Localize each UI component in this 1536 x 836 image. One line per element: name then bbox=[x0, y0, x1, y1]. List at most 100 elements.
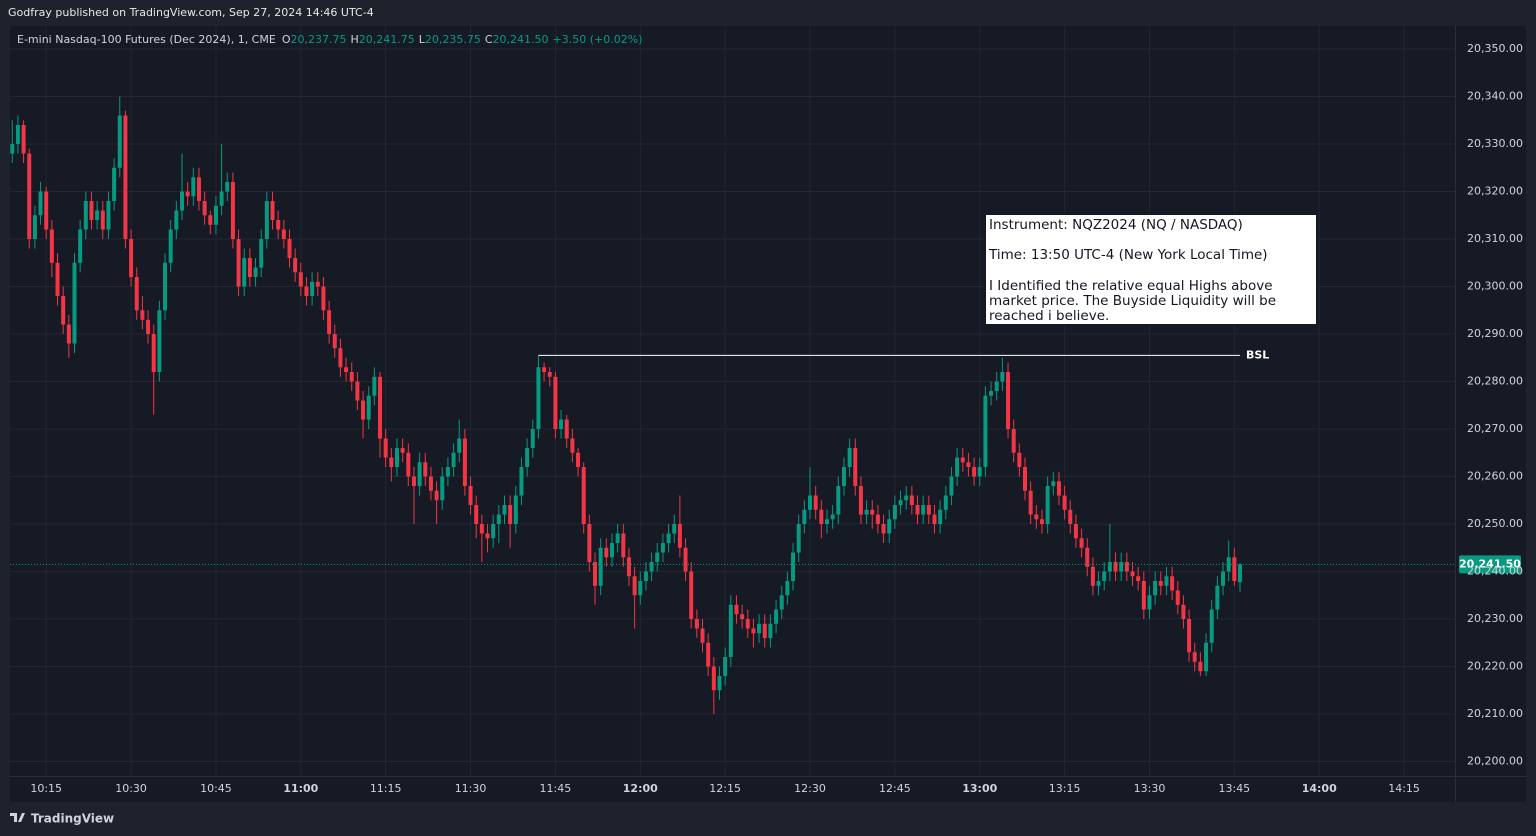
candle-body bbox=[932, 514, 937, 525]
candle-body bbox=[264, 201, 269, 240]
x-tick-label: 10:45 bbox=[200, 782, 232, 795]
candle-body bbox=[717, 676, 722, 691]
candle-body bbox=[140, 310, 145, 320]
candle-body bbox=[310, 281, 315, 297]
candle-body bbox=[185, 191, 190, 197]
candle-body bbox=[502, 505, 507, 515]
candle-body bbox=[757, 623, 762, 634]
candle-body bbox=[740, 614, 745, 620]
candle-body bbox=[89, 201, 94, 221]
candle-body bbox=[112, 167, 117, 202]
candle-body bbox=[95, 210, 100, 221]
candle-body bbox=[1006, 372, 1011, 430]
candle-body bbox=[321, 286, 326, 311]
candle-body bbox=[921, 505, 926, 515]
candle-body bbox=[247, 258, 252, 278]
candle-body bbox=[1238, 564, 1243, 583]
candle-body bbox=[525, 448, 530, 468]
candle-body bbox=[428, 476, 433, 491]
candle-body bbox=[276, 220, 281, 230]
candle-body bbox=[819, 509, 824, 525]
candle-body bbox=[1164, 576, 1169, 586]
candle-body bbox=[394, 448, 399, 468]
candle-body bbox=[168, 229, 173, 263]
candle-body bbox=[660, 543, 665, 553]
candle-body bbox=[762, 623, 767, 639]
y-tick-label: 20,280.00 bbox=[1467, 375, 1523, 388]
candle-body bbox=[423, 462, 428, 477]
x-tick-label: 11:00 bbox=[283, 782, 318, 795]
logo-icon bbox=[10, 813, 25, 822]
candle-body bbox=[870, 509, 875, 515]
candle-body bbox=[32, 215, 37, 240]
candle-body bbox=[1073, 524, 1078, 539]
candle-body bbox=[15, 125, 20, 145]
candle-body bbox=[287, 239, 292, 259]
candle-body bbox=[672, 524, 677, 534]
candle-body bbox=[440, 476, 445, 501]
candle-body bbox=[208, 215, 213, 225]
candle-body bbox=[49, 229, 54, 263]
candle-body bbox=[44, 191, 49, 230]
candle-body bbox=[683, 547, 688, 572]
candle-body bbox=[1175, 590, 1180, 605]
candle-body bbox=[202, 201, 207, 216]
candle-body bbox=[1034, 514, 1039, 520]
candle-body bbox=[892, 505, 897, 520]
candle-body bbox=[547, 372, 552, 377]
candle-body bbox=[327, 310, 332, 335]
y-tick-label: 20,320.00 bbox=[1467, 185, 1523, 198]
ohlc-value: 20,235.75 bbox=[425, 33, 481, 46]
candle-body bbox=[1119, 562, 1124, 572]
candle-body bbox=[706, 642, 711, 667]
candle-body bbox=[626, 557, 631, 577]
candle-body bbox=[242, 258, 247, 287]
x-tick-label: 12:00 bbox=[623, 782, 658, 795]
candle-body bbox=[491, 524, 496, 539]
candle-body bbox=[27, 153, 32, 240]
candle-body bbox=[451, 452, 456, 468]
candle-body bbox=[349, 372, 354, 382]
x-tick-label: 11:15 bbox=[370, 782, 402, 795]
candle-body bbox=[711, 666, 716, 691]
candle-body bbox=[536, 367, 541, 430]
candle-body bbox=[1056, 481, 1061, 496]
candle-body bbox=[508, 505, 513, 525]
candle-body bbox=[972, 467, 977, 477]
y-tick-label: 20,300.00 bbox=[1467, 280, 1523, 293]
candle-body bbox=[989, 391, 994, 396]
ohlc-value: 20,241.50 bbox=[493, 33, 549, 46]
candle-body bbox=[1215, 585, 1220, 610]
y-tick-label: 20,210.00 bbox=[1467, 707, 1523, 720]
candle-body bbox=[785, 581, 790, 596]
candle-body bbox=[1096, 581, 1101, 586]
candle-body bbox=[779, 595, 784, 610]
plot-area bbox=[10, 26, 1455, 776]
footer-text: TradingView bbox=[31, 812, 114, 826]
candle-body bbox=[513, 495, 518, 525]
candle-body bbox=[129, 239, 134, 278]
candle-body bbox=[1102, 571, 1107, 582]
candle-body bbox=[100, 210, 105, 230]
candle-body bbox=[700, 628, 705, 643]
candle-body bbox=[994, 381, 999, 392]
y-tick-label: 20,250.00 bbox=[1467, 517, 1523, 530]
candle-body bbox=[83, 201, 88, 230]
candle-body bbox=[474, 505, 479, 525]
candle-body bbox=[1000, 372, 1005, 382]
ohlc-value: 20,241.75 bbox=[359, 33, 415, 46]
candle-body bbox=[887, 519, 892, 534]
candle-body bbox=[926, 505, 931, 515]
symbol-header: E-mini Nasdaq-100 Futures (Dec 2024), 1,… bbox=[17, 33, 642, 46]
y-tick-label: 20,330.00 bbox=[1467, 137, 1523, 150]
candle-body bbox=[677, 524, 682, 548]
time-axis bbox=[10, 777, 1526, 802]
candle-body bbox=[213, 205, 218, 225]
candle-body bbox=[225, 182, 230, 192]
candle-body bbox=[615, 533, 620, 544]
candle-body bbox=[117, 115, 122, 168]
candle-body bbox=[55, 262, 60, 297]
candle-body bbox=[694, 619, 699, 629]
candle-body bbox=[943, 495, 948, 510]
candle-body bbox=[949, 476, 954, 496]
